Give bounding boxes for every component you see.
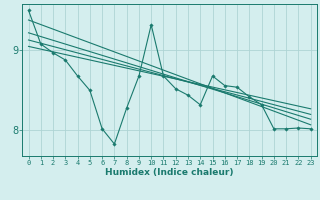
X-axis label: Humidex (Indice chaleur): Humidex (Indice chaleur) <box>105 168 234 177</box>
